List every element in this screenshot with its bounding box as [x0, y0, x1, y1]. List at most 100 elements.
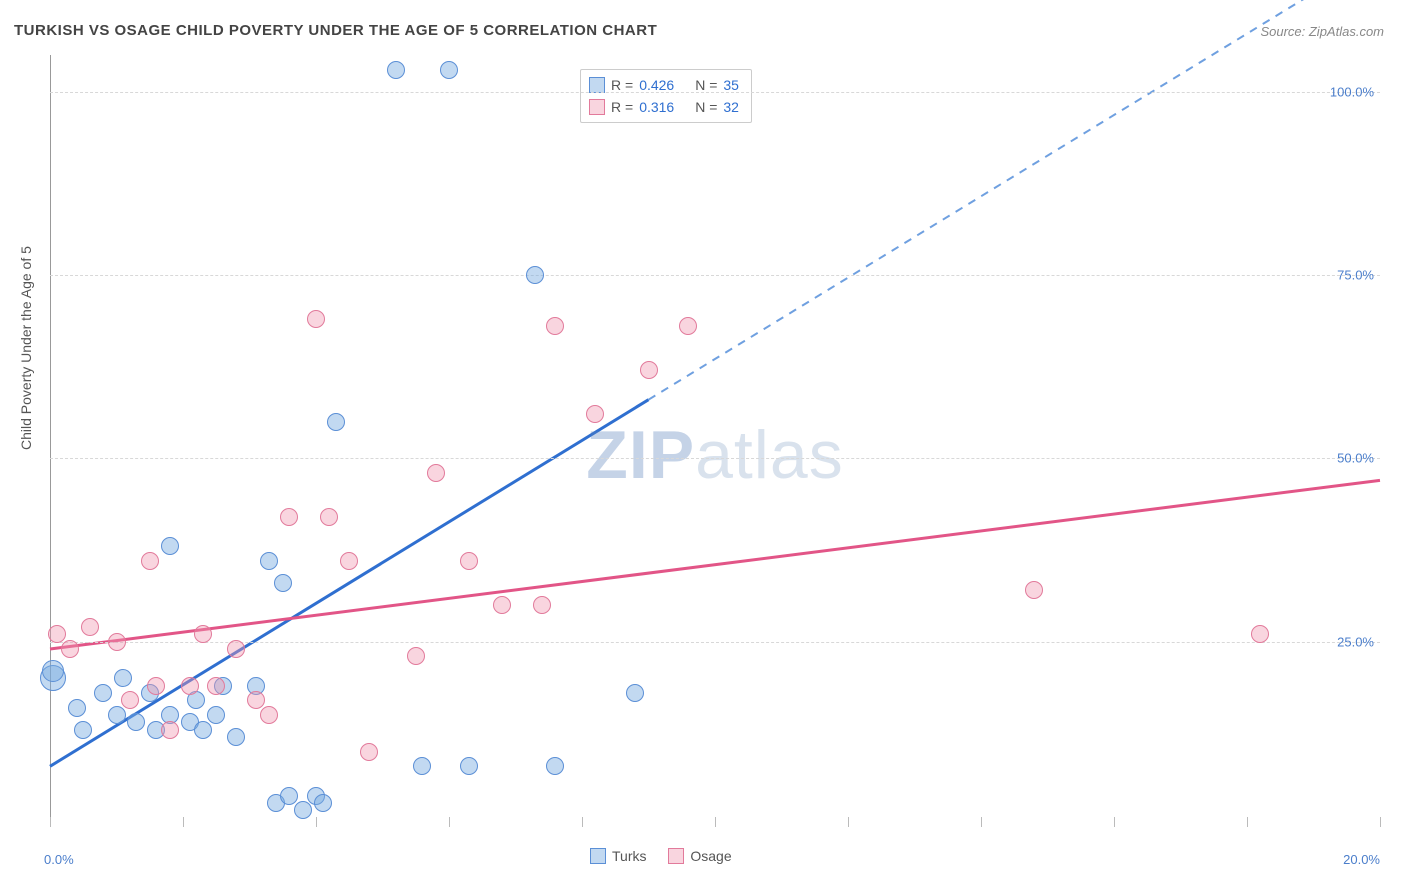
xtick [449, 817, 450, 827]
data-point [68, 699, 86, 717]
data-point [460, 757, 478, 775]
xtick [848, 817, 849, 827]
ytick-label: 100.0% [1330, 84, 1374, 99]
stats-legend-row: R = 0.426 N = 35 [589, 74, 739, 96]
data-point [114, 669, 132, 687]
osage-swatch [589, 99, 605, 115]
data-point [260, 552, 278, 570]
xtick [981, 817, 982, 827]
stats-legend-row: R = 0.316 N = 32 [589, 96, 739, 118]
data-point [1025, 581, 1043, 599]
series-legend-item: Osage [668, 845, 731, 867]
gridline [50, 92, 1380, 93]
data-point [108, 633, 126, 651]
r-label: R = [611, 99, 633, 115]
data-point [194, 721, 212, 739]
data-point [227, 728, 245, 746]
osage-n-value: 32 [723, 99, 739, 115]
trend-line [50, 480, 1380, 649]
y-axis-label: Child Poverty Under the Age of 5 [18, 246, 34, 450]
data-point [546, 317, 564, 335]
data-point [314, 794, 332, 812]
data-point [413, 757, 431, 775]
data-point [121, 691, 139, 709]
xtick [1114, 817, 1115, 827]
data-point [161, 537, 179, 555]
data-point [533, 596, 551, 614]
series-name: Osage [690, 848, 731, 864]
data-point [679, 317, 697, 335]
data-point [526, 266, 544, 284]
data-point [61, 640, 79, 658]
data-point [274, 574, 292, 592]
osage-swatch [668, 848, 684, 864]
data-point [340, 552, 358, 570]
data-point [1251, 625, 1269, 643]
turks-r-value: 0.426 [639, 77, 689, 93]
data-point [108, 706, 126, 724]
turks-n-value: 35 [723, 77, 739, 93]
series-legend-item: Turks [590, 845, 646, 867]
data-point [320, 508, 338, 526]
data-point [360, 743, 378, 761]
trend-lines-svg [50, 55, 1380, 825]
r-label: R = [611, 77, 633, 93]
ytick-label: 50.0% [1337, 451, 1374, 466]
data-point [440, 61, 458, 79]
gridline [50, 275, 1380, 276]
data-point [626, 684, 644, 702]
data-point [247, 691, 265, 709]
xtick [715, 817, 716, 827]
data-point [127, 713, 145, 731]
data-point [207, 706, 225, 724]
plot-area: ZIPatlas R = 0.426 N = 35 R = 0.316 N = … [50, 55, 1380, 825]
data-point [427, 464, 445, 482]
data-point [161, 721, 179, 739]
data-point [227, 640, 245, 658]
xtick [50, 817, 51, 827]
data-point [81, 618, 99, 636]
data-point [493, 596, 511, 614]
xtick [582, 817, 583, 827]
data-point [460, 552, 478, 570]
xtick [316, 817, 317, 827]
data-point [94, 684, 112, 702]
xtick [1380, 817, 1381, 827]
data-point [586, 405, 604, 423]
ytick-label: 75.0% [1337, 268, 1374, 283]
data-point [260, 706, 278, 724]
trend-line-extrapolated [649, 0, 1381, 400]
xtick-label-right: 20.0% [1343, 852, 1380, 867]
data-point [546, 757, 564, 775]
data-point [280, 508, 298, 526]
turks-swatch [590, 848, 606, 864]
source-label: Source: ZipAtlas.com [1260, 24, 1384, 39]
xtick [183, 817, 184, 827]
xtick [1247, 817, 1248, 827]
data-point [280, 787, 298, 805]
data-point [181, 677, 199, 695]
ytick-label: 25.0% [1337, 634, 1374, 649]
data-point [294, 801, 312, 819]
data-point [74, 721, 92, 739]
data-point [147, 677, 165, 695]
series-legend: Turks Osage [590, 845, 750, 867]
gridline [50, 642, 1380, 643]
data-point [327, 413, 345, 431]
data-point [207, 677, 225, 695]
data-point [307, 310, 325, 328]
data-point [387, 61, 405, 79]
n-label: N = [695, 77, 717, 93]
chart-title: TURKISH VS OSAGE CHILD POVERTY UNDER THE… [14, 22, 657, 39]
data-point [42, 660, 64, 682]
data-point [48, 625, 66, 643]
data-point [141, 552, 159, 570]
data-point [194, 625, 212, 643]
data-point [640, 361, 658, 379]
gridline [50, 458, 1380, 459]
data-point [407, 647, 425, 665]
series-name: Turks [612, 848, 646, 864]
turks-swatch [589, 77, 605, 93]
stats-legend: R = 0.426 N = 35 R = 0.316 N = 32 [580, 69, 752, 123]
xtick-label-left: 0.0% [44, 852, 74, 867]
